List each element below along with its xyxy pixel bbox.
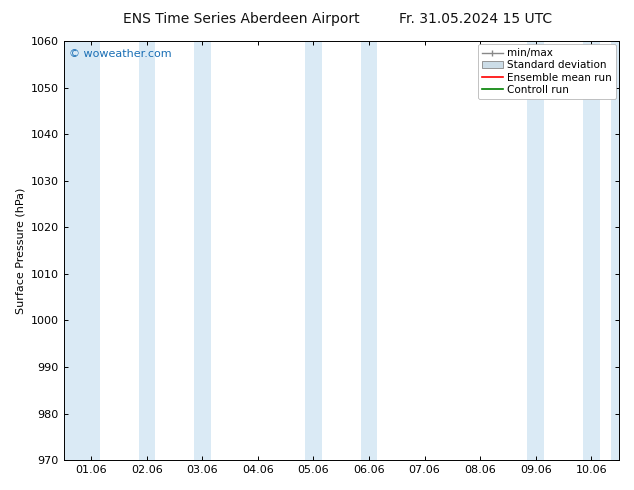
Text: Fr. 31.05.2024 15 UTC: Fr. 31.05.2024 15 UTC [399,12,552,26]
Bar [305,41,322,460]
Bar [63,41,100,460]
Bar [194,41,210,460]
Text: © woweather.com: © woweather.com [69,49,172,59]
Bar [583,41,600,460]
Legend: min/max, Standard deviation, Ensemble mean run, Controll run: min/max, Standard deviation, Ensemble me… [478,44,616,99]
Bar [361,41,377,460]
Bar [611,41,619,460]
Text: ENS Time Series Aberdeen Airport: ENS Time Series Aberdeen Airport [122,12,359,26]
Bar [138,41,155,460]
Bar [527,41,544,460]
Y-axis label: Surface Pressure (hPa): Surface Pressure (hPa) [15,187,25,314]
